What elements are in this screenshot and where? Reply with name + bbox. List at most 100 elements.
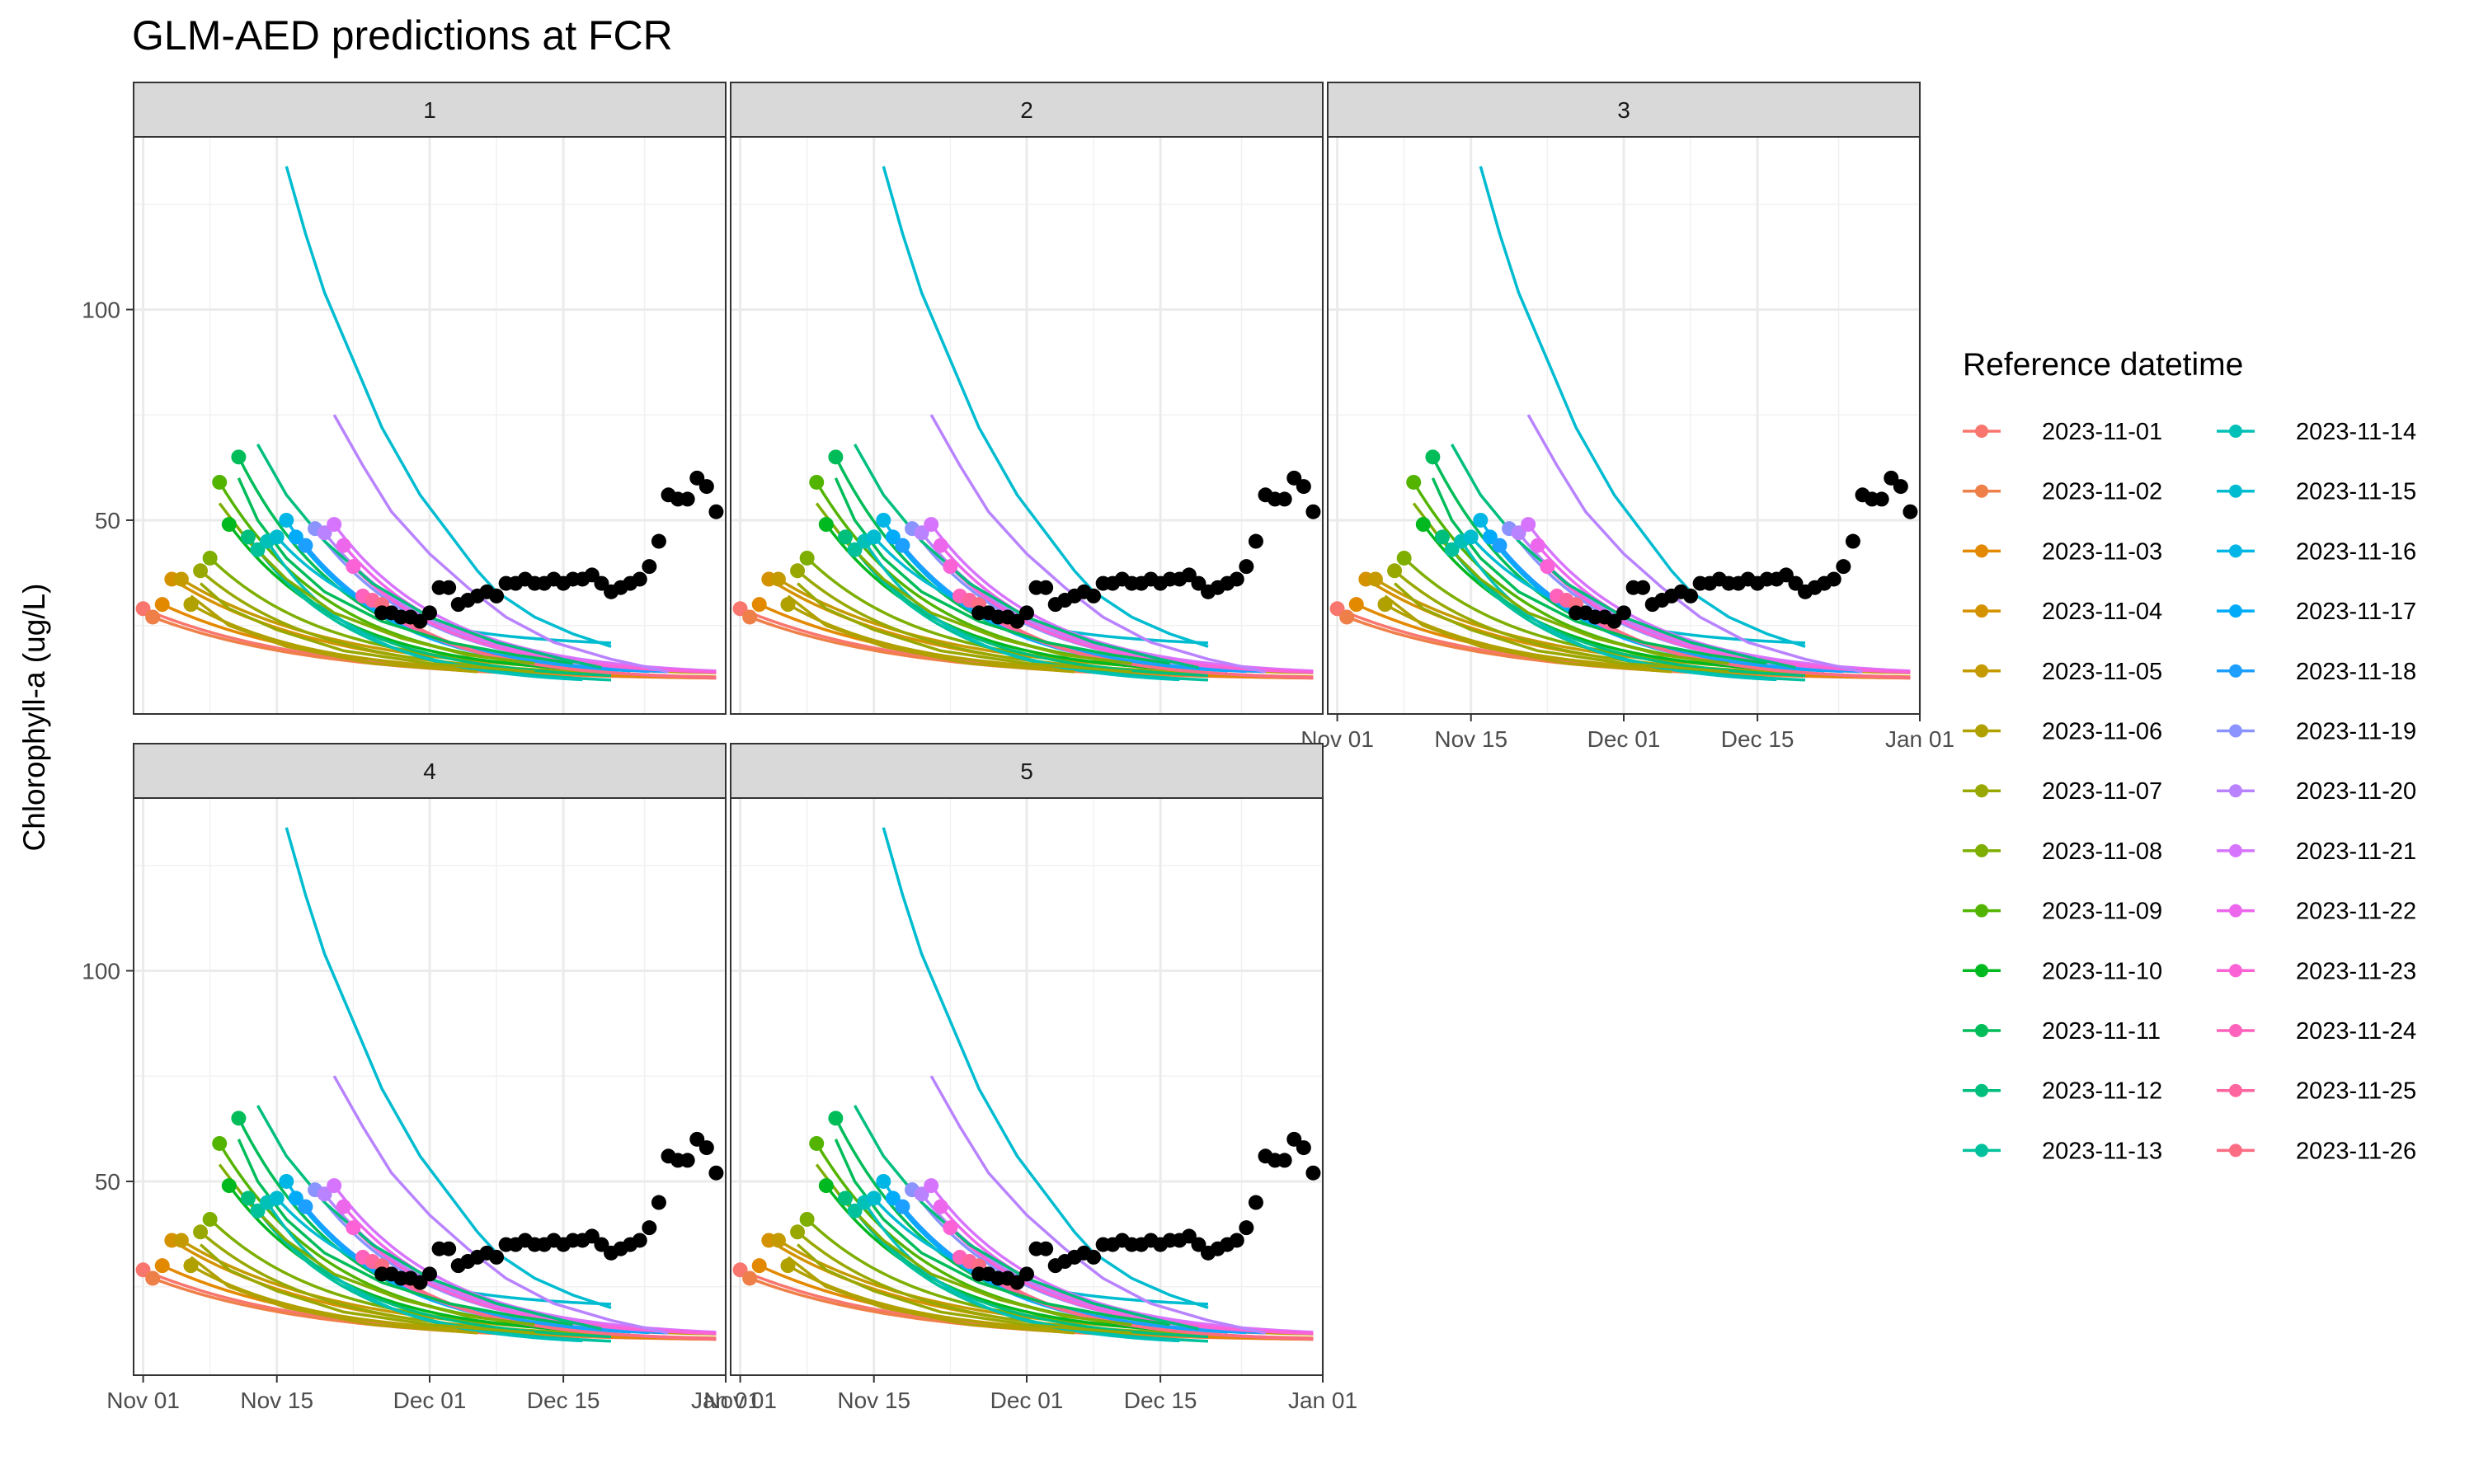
legend-item-2023-11-16: 2023-11-16 [2217, 538, 2416, 565]
forecast-line-2023-11-06-member-5 [199, 1243, 535, 1335]
legend-key-point [1975, 484, 1988, 498]
forecast-start-point-2023-11-03 [1348, 597, 1364, 613]
observation-point [412, 1275, 428, 1290]
forecast-start-point-2023-11-17 [288, 1190, 303, 1206]
observation-point [1019, 1266, 1034, 1282]
legend-label: 2023-11-03 [2042, 538, 2162, 565]
forecast-start-point-2023-11-10 [818, 517, 834, 533]
legend-item-2023-11-23: 2023-11-23 [2217, 958, 2416, 984]
forecast-start-point-2023-11-11 [231, 449, 247, 465]
legend-label: 2023-11-06 [2042, 719, 2162, 745]
facet-panels: 1 50 100 2 3 Nov 01 Nov 15 Dec 01 Dec 15 Jan 01 4 5… [82, 82, 1954, 1413]
panel-data [732, 827, 1321, 1343]
legend-item-2023-11-09: 2023-11-09 [1963, 899, 2162, 925]
observation-point [1616, 605, 1631, 621]
forecast-start-point-2023-11-16 [279, 512, 294, 528]
legend-key-point [1975, 544, 1988, 558]
observation-point [1893, 479, 1908, 495]
observation-point [1296, 1140, 1311, 1156]
facet-strip [730, 743, 1324, 799]
forecast-start-point-2023-11-06 [183, 597, 199, 613]
forecast-start-point-2023-11-22 [336, 1199, 351, 1214]
observation-point [632, 571, 647, 587]
observation-point [594, 1237, 609, 1252]
legend-item-2023-11-04: 2023-11-04 [1963, 599, 2162, 625]
forecast-line-2023-11-14-member-3 [256, 444, 602, 669]
legend-label: 2023-11-05 [2042, 659, 2162, 685]
panel-data [135, 827, 724, 1343]
panel-data [1329, 166, 1918, 682]
observation-point [1229, 1233, 1244, 1248]
forecast-start-point-2023-11-12 [240, 1190, 256, 1206]
legend-item-2023-11-26: 2023-11-26 [2217, 1138, 2416, 1164]
forecast-start-point-2023-11-01 [732, 601, 748, 617]
forecast-line-2023-11-26 [978, 603, 1314, 679]
x-tick-label: Jan 01 [1288, 1388, 1357, 1413]
forecast-start-point-2023-11-03 [751, 597, 767, 613]
legend-item-2023-11-01: 2023-11-01 [1963, 419, 2162, 445]
legend-key-point [1975, 724, 1988, 738]
forecast-start-point-2023-11-10 [221, 1178, 237, 1194]
observation-point [1277, 491, 1292, 507]
legend-item-2023-11-19: 2023-11-19 [2217, 719, 2416, 745]
legend-label: 2023-11-04 [2042, 599, 2162, 625]
forecast-line-2023-11-14-member-3 [853, 1105, 1199, 1331]
legend-key-point [1975, 964, 1988, 978]
forecast-start-point-2023-11-01 [732, 1262, 748, 1278]
x-tick-label: Dec 15 [1721, 726, 1794, 752]
forecast-line-2023-11-26 [381, 1264, 717, 1341]
forecast-start-point-2023-11-15 [1463, 529, 1479, 545]
forecast-start-point-2023-11-06 [780, 597, 796, 613]
forecast-start-point-2023-11-18 [895, 1199, 910, 1214]
forecast-start-point-2023-11-15 [866, 1190, 882, 1206]
forecast-line-2023-11-11-member-2 [1431, 477, 1767, 665]
legend-item-2023-11-18: 2023-11-18 [2217, 659, 2416, 685]
x-tick-label: Nov 01 [106, 1388, 180, 1413]
facet-panel-5: 5 Nov 01 Nov 15 Dec 01 Dec 15 Jan 01 [703, 743, 1357, 1413]
legend-item-2023-11-08: 2023-11-08 [1963, 838, 2162, 865]
forecast-start-point-2023-11-18 [1492, 538, 1507, 553]
forecast-line-2023-11-20-member-1 [929, 414, 1266, 674]
forecast-start-point-2023-11-02 [145, 1270, 161, 1286]
observation-point [1181, 1228, 1197, 1244]
legend-item-2023-11-14: 2023-11-14 [2217, 419, 2416, 445]
facet-strip-label: 3 [1617, 97, 1630, 123]
forecast-start-point-2023-11-10 [221, 517, 237, 533]
forecast-start-point-2023-11-11 [231, 1111, 247, 1126]
forecast-start-point-2023-11-08 [1396, 550, 1412, 566]
legend-label: 2023-11-18 [2296, 659, 2416, 685]
observation-point [698, 1140, 714, 1156]
forecast-line-2023-11-11-member-2 [237, 1139, 573, 1327]
observation-point [1019, 605, 1034, 621]
forecast-line-2023-11-12 [247, 1197, 612, 1339]
observation-point [708, 1165, 724, 1181]
legend-title: Reference datetime [1963, 347, 2243, 383]
forecast-start-point-2023-11-11 [1425, 449, 1441, 465]
forecast-line-2023-11-05-member-6 [787, 1256, 1075, 1335]
forecast-start-point-2023-11-13 [847, 542, 863, 557]
forecast-start-point-2023-11-03 [154, 1258, 170, 1274]
forecast-start-point-2023-11-05 [770, 571, 786, 587]
legend-label: 2023-11-22 [2296, 899, 2416, 925]
observation-point [422, 605, 437, 621]
x-tick-label: Dec 01 [393, 1388, 467, 1413]
observation-point [594, 575, 609, 591]
legend-label: 2023-11-12 [2042, 1078, 2162, 1105]
legend-item-2023-11-15: 2023-11-15 [2217, 479, 2416, 505]
legend-item-2023-11-24: 2023-11-24 [2217, 1018, 2416, 1045]
forecast-start-point-2023-11-21 [924, 517, 939, 533]
observation-point [1826, 571, 1841, 587]
forecast-start-point-2023-11-18 [298, 538, 313, 553]
forecast-line-2023-11-06-member-5 [796, 1243, 1132, 1335]
legend-label: 2023-11-19 [2296, 719, 2416, 745]
forecast-start-point-2023-11-08 [799, 1211, 815, 1227]
observation-point [1683, 588, 1699, 603]
observation-point [1038, 580, 1054, 595]
observation-point [1874, 491, 1889, 507]
facet-strip [133, 743, 727, 799]
observation-point [1191, 575, 1206, 591]
legend-item-2023-11-21: 2023-11-21 [2217, 838, 2416, 865]
observation-point [1606, 613, 1622, 629]
observation-point [1239, 1220, 1254, 1236]
forecast-start-point-2023-11-02 [742, 1270, 758, 1286]
